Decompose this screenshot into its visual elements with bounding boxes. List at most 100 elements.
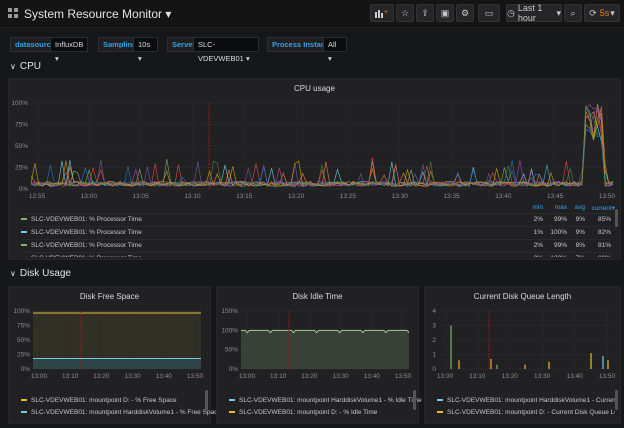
disk-free-space-panel: Disk Free Space 100% 75% 50% 25% 0% 13:00 13:1… (8, 286, 221, 424)
x-tick-label: 13:20 (288, 193, 305, 200)
panel-title: CPU usage (294, 84, 335, 93)
x-tick-label: 13:50 (599, 193, 616, 200)
legend-scrollbar[interactable] (615, 209, 618, 227)
x-tick-label: 13:25 (340, 193, 357, 200)
series-swatch (21, 411, 27, 414)
x-tick-label: 12:55 (29, 193, 46, 200)
legend-series-name: SLC-VDEVWEB01: mountpoint D: - Current D… (447, 409, 615, 416)
x-tick-label: 13:20 (93, 373, 110, 380)
legend-header-avg[interactable]: avg (574, 204, 585, 211)
legend-scrollbar[interactable] (615, 390, 618, 410)
area-fill-volume1 (33, 358, 201, 369)
y-tick-label: 1 (432, 352, 436, 359)
cpu-series-line (30, 106, 614, 187)
refresh-button[interactable]: ⟳ 5s ▾ (584, 4, 620, 22)
dashboard-title[interactable]: System Resource Monitor ▾ (24, 7, 172, 21)
dashboard-grid-icon[interactable] (8, 8, 18, 18)
y-tick-label: 75% (17, 323, 30, 330)
share-button[interactable]: ⇪ (416, 4, 434, 22)
legend-series-name: SLC-VDEVWEB01: mountpoint D: - % Free Sp… (31, 397, 177, 404)
series-swatch (437, 399, 443, 402)
row-toggle-disk-usage[interactable]: ∨ Disk Usage (10, 268, 71, 279)
save-button[interactable]: ▣ (436, 4, 454, 22)
legend-item[interactable]: SLC-VDEVWEB01: mountpoint D: - % Free Sp… (21, 395, 201, 407)
monitor-icon: ▭ (484, 7, 494, 18)
x-tick-label: 13:30 (332, 373, 349, 380)
disk-idle-time-graph: 150% 100% 50% 0%13:00 13:10 13:20 13:30 13:40 13… (221, 308, 412, 380)
time-picker-button[interactable]: ◷ Last 1 hour ▾ (506, 3, 562, 23)
legend-item[interactable]: SLC-VDEVWEB01: mountpoint HarddiskVolume… (437, 395, 615, 407)
series-swatch (21, 244, 27, 247)
legend-item[interactable]: SLC-VDEVWEB01: mountpoint HarddiskVolume… (229, 395, 422, 407)
legend-header-max[interactable]: max (554, 204, 567, 211)
legend-item[interactable]: SLC-VDEVWEB01: % Processor Time 2% 99% 8% 81… (21, 239, 611, 252)
search-icon: ⌕ (570, 7, 576, 18)
cpu-usage-panel: CPU usage 100% 75% 50% 25% 0% 12:55 13:00 13:05… (8, 78, 621, 260)
legend-item[interactable]: SLC-VDEVWEB01: mountpoint D: - % Idle Ti… (229, 407, 409, 419)
cpu-series-line (30, 104, 614, 187)
cpu-series-line (30, 104, 614, 187)
legend-item[interactable]: SLC-VDEVWEB01: mountpoint D: - Current D… (437, 407, 615, 419)
chevron-down-icon: ▾ (556, 7, 561, 18)
legend-header-current[interactable]: current▾ (591, 205, 616, 212)
y-tick-label: 0% (229, 366, 239, 373)
legend-scrollbar[interactable] (205, 390, 208, 410)
chevron-down-icon: ▾ (610, 7, 615, 18)
x-tick-label: 13:30 (392, 193, 409, 200)
gear-icon: ⚙ (460, 7, 470, 18)
legend-series-name: SLC-VDEVWEB01: mountpoint D: - % Idle Ti… (239, 409, 378, 416)
legend-avg: 9% (575, 229, 585, 236)
y-tick-label: 150% (221, 308, 238, 315)
x-tick-label: 13:35 (443, 193, 460, 200)
x-tick-label: 13:40 (364, 373, 381, 380)
settings-button[interactable]: ⚙ (456, 4, 474, 22)
legend-item[interactable]: SLC-VDEVWEB01: % Processor Time 0% 100% 7% 8… (21, 252, 611, 257)
legend-max: 100% (547, 253, 567, 257)
variable-label-server: Server (167, 37, 201, 52)
sampling-select[interactable]: 10s ▾ (133, 37, 158, 63)
legend-current: 80% (593, 253, 611, 257)
x-tick-label: 13:50 (187, 373, 204, 380)
y-tick-label: 100% (221, 327, 238, 334)
legend-avg: 9% (575, 216, 585, 223)
add-panel-button[interactable]: + (370, 4, 394, 22)
x-tick-label: 13:40 (566, 373, 583, 380)
legend-max: 100% (550, 229, 567, 236)
x-tick-label: 13:50 (395, 373, 412, 380)
legend-series-name: SLC-VDEVWEB01: % Processor Time (31, 242, 142, 249)
disk-queue-length-graph: 4 3 2 1 013:00 13:10 13:20 13:30 13:40 13:50 (432, 308, 615, 380)
legend-min: 0% (529, 253, 543, 257)
x-tick-label: 13:20 (502, 373, 519, 380)
legend-item[interactable]: SLC-VDEVWEB01: % Processor Time 1% 100% 9% 8… (21, 226, 611, 239)
disk-free-legend: SLC-VDEVWEB01: mountpoint D: - % Free Sp… (21, 395, 221, 419)
process-instance-select[interactable]: All ▾ (323, 37, 347, 63)
y-tick-label: 50% (15, 143, 28, 150)
legend-item[interactable]: SLC-VDEVWEB01: mountpoint HarddiskVolume… (21, 407, 221, 419)
y-tick-label: 50% (17, 337, 30, 344)
star-button[interactable]: ☆ (396, 4, 414, 22)
cpu-series-line (30, 108, 614, 187)
x-tick-label: 13:00 (437, 373, 454, 380)
datasource-select[interactable]: InfluxDB ▾ (50, 37, 88, 63)
series-swatch (437, 411, 443, 414)
disk-queue-length-panel: Current Disk Queue Length 4 3 2 1 0 13:00 13:1… (424, 286, 621, 424)
series-swatch (21, 231, 27, 234)
row-toggle-cpu[interactable]: ∨ CPU (10, 61, 41, 72)
save-icon: ▣ (440, 7, 450, 18)
legend-header-min[interactable]: min (532, 204, 543, 211)
legend-series-name: SLC-VDEVWEB01: % Processor Time (31, 216, 142, 223)
zoom-out-button[interactable]: ⌕ (564, 4, 582, 22)
legend-item[interactable]: SLC-VDEVWEB01: % Processor Time 2% 99% 9% 85… (21, 213, 611, 226)
tv-mode-button[interactable]: ▭ (478, 4, 500, 22)
disk-free-space-graph: 100% 75% 50% 25% 0%13:00 13:10 13:20 13:30 13:40… (13, 308, 204, 380)
legend-series-name: SLC-VDEVWEB01: mountpoint HarddiskVolume… (239, 397, 422, 404)
y-tick-label: 100% (11, 100, 28, 107)
y-tick-label: 100% (13, 308, 30, 315)
panel-title: Disk Idle Time (292, 292, 343, 301)
legend-scrollbar[interactable] (413, 390, 416, 410)
x-tick-label: 13:00 (31, 373, 48, 380)
cpu-series-line (30, 111, 614, 187)
y-tick-label: 0 (432, 366, 436, 373)
server-select[interactable]: SLC-VDEVWEB01 ▾ (193, 37, 259, 63)
legend-current: 82% (597, 229, 611, 236)
